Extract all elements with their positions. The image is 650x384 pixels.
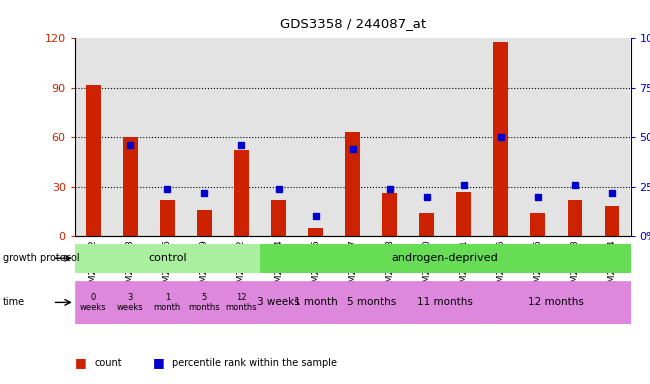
Bar [223,281,260,324]
Bar [493,42,508,236]
Bar [223,38,260,236]
Text: 12 months: 12 months [528,297,584,308]
Bar [186,38,223,236]
Text: 0
weeks: 0 weeks [80,293,107,312]
Bar [456,192,471,236]
Text: time: time [3,297,25,308]
Text: 12
months: 12 months [226,293,257,312]
Text: 3 weeks: 3 weeks [257,297,300,308]
Text: GDS3358 / 244087_at: GDS3358 / 244087_at [280,17,426,30]
Text: percentile rank within the sample: percentile rank within the sample [172,358,337,368]
Text: 1
month: 1 month [154,293,181,312]
Bar [75,281,112,324]
Bar [482,281,630,324]
Bar [75,38,112,236]
Text: growth protocol: growth protocol [3,253,80,263]
Text: 1 month: 1 month [294,297,337,308]
Bar [260,281,297,324]
Bar [419,213,434,236]
Bar [371,38,408,236]
Bar [308,228,323,236]
Bar [186,281,223,324]
Bar [86,84,101,236]
Text: ■: ■ [75,356,86,369]
Bar [160,200,175,236]
Bar [149,281,186,324]
Text: 11 months: 11 months [417,297,473,308]
Bar [334,38,371,236]
Text: 5
months: 5 months [188,293,220,312]
Bar [197,210,212,236]
Bar [334,281,408,324]
Text: 5 months: 5 months [346,297,396,308]
Bar [445,38,482,236]
Bar [482,38,519,236]
Bar [271,200,286,236]
Bar [112,281,149,324]
Bar [260,243,630,273]
Bar [345,132,360,236]
Bar [604,207,619,236]
Text: 3
weeks: 3 weeks [117,293,144,312]
Bar [408,281,482,324]
Text: androgen-deprived: androgen-deprived [392,253,499,263]
Text: control: control [148,253,187,263]
Bar [556,38,593,236]
Bar [530,213,545,236]
Bar [567,200,582,236]
Bar [519,38,556,236]
Bar [234,151,249,236]
Bar [297,281,334,324]
Text: count: count [94,358,122,368]
Bar [593,38,630,236]
Bar [382,193,397,236]
Bar [123,137,138,236]
Bar [297,38,334,236]
Bar [149,38,186,236]
Text: ■: ■ [153,356,164,369]
Bar [260,38,297,236]
Bar [408,38,445,236]
Bar [75,243,260,273]
Bar [112,38,149,236]
